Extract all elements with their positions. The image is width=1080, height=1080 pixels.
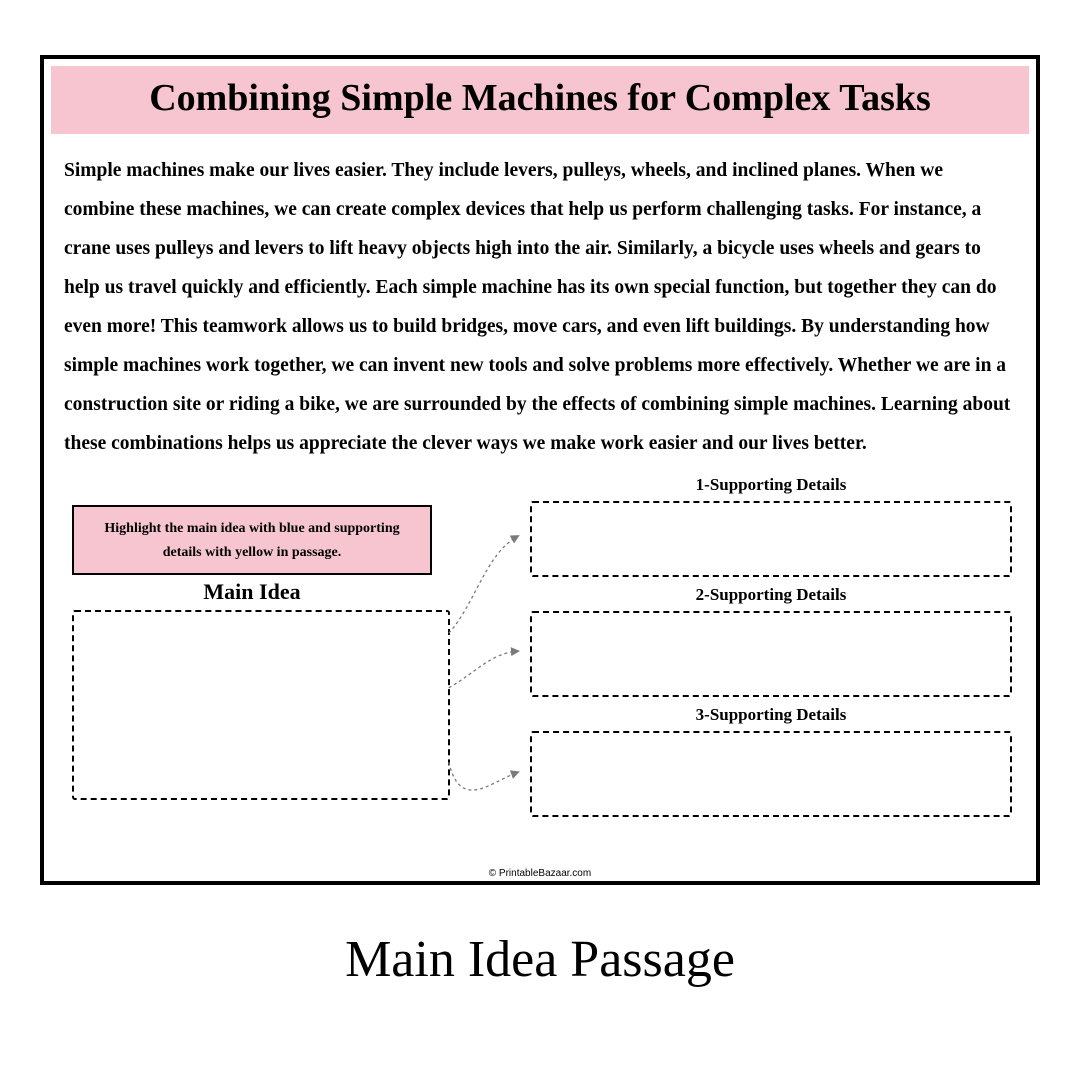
page-footer-title: Main Idea Passage	[0, 930, 1080, 989]
main-idea-input-box[interactable]	[72, 610, 450, 800]
passage-text: Simple machines make our lives easier. T…	[44, 141, 1036, 473]
worksheet-frame: Combining Simple Machines for Complex Ta…	[40, 55, 1040, 885]
supporting-detail-1-input-box[interactable]	[530, 501, 1012, 577]
supporting-detail-1-label: 1-Supporting Details	[530, 475, 1012, 495]
supporting-detail-3-input-box[interactable]	[530, 731, 1012, 817]
instruction-box: Highlight the main idea with blue and su…	[72, 505, 432, 575]
supporting-detail-3-label: 3-Supporting Details	[530, 705, 1012, 725]
copyright-text: © PrintableBazaar.com	[44, 868, 1036, 879]
supporting-detail-2-label: 2-Supporting Details	[530, 585, 1012, 605]
graphic-organizer: Highlight the main idea with blue and su…	[44, 473, 1036, 853]
main-idea-label: Main Idea	[72, 579, 432, 605]
worksheet-title: Combining Simple Machines for Complex Ta…	[51, 66, 1029, 134]
supporting-detail-2-input-box[interactable]	[530, 611, 1012, 697]
